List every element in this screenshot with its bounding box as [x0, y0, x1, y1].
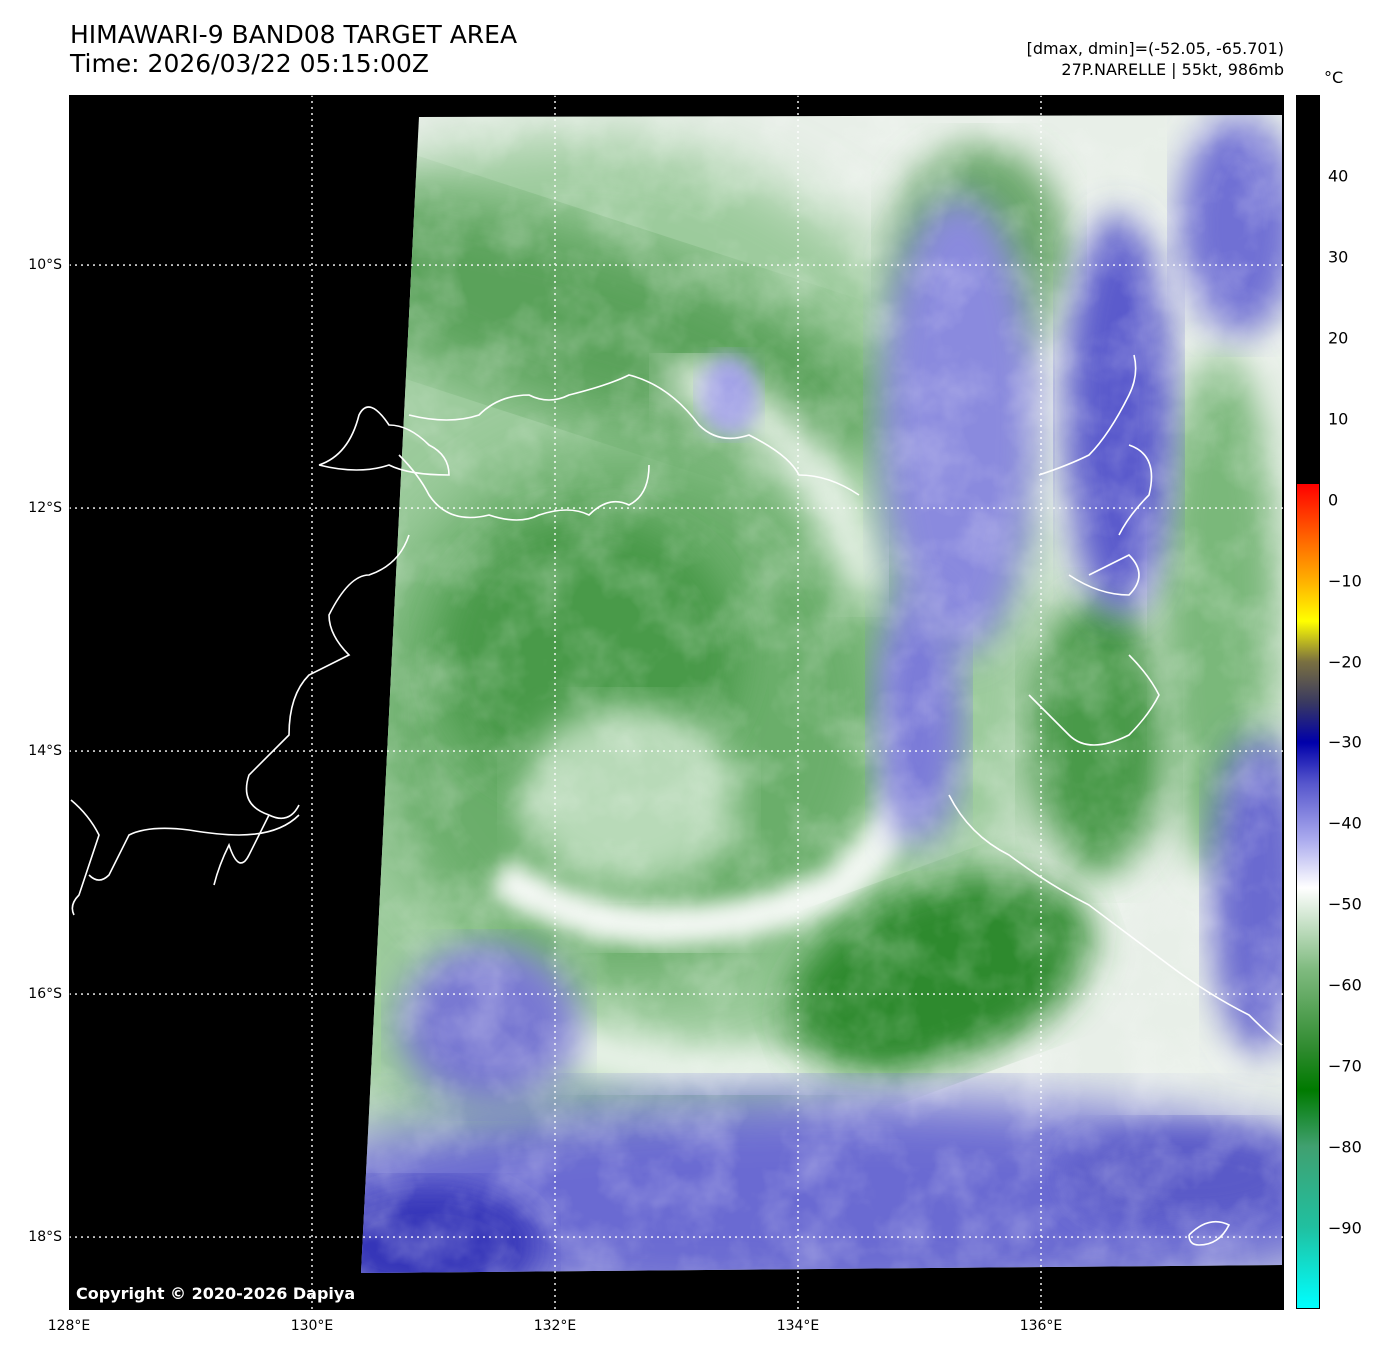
chart-title: HIMAWARI-9 BAND08 TARGET AREA Time: 2026…: [70, 20, 517, 78]
coastline: [70, 354, 1283, 1246]
colorbar-tick-0: 40: [1328, 166, 1349, 186]
colorbar-tick-1: 30: [1328, 247, 1349, 267]
info-dmax-dmin: [dmax, dmin]=(-52.05, -65.701): [1026, 39, 1284, 58]
title-line-2: Time: 2026/03/22 05:15:00Z: [70, 49, 429, 78]
colorbar-tick-13: −90: [1328, 1218, 1362, 1238]
info-storm: 27P.NARELLE | 55kt, 986mb: [1061, 60, 1284, 79]
colorbar-tick-10: −60: [1328, 975, 1362, 995]
lat-label-0: 10°S: [28, 257, 62, 274]
colorbar-gradient: [1297, 96, 1319, 1308]
colorbar-tick-6: −20: [1328, 652, 1362, 672]
colorbar-tick-2: 20: [1328, 328, 1349, 348]
colorbar-unit: °C: [1324, 68, 1344, 87]
lat-lon-grid: [69, 95, 1284, 1310]
satellite-imagery: [69, 95, 1284, 1310]
colorbar-tick-11: −70: [1328, 1056, 1362, 1076]
colorbar-tick-8: −40: [1328, 813, 1362, 833]
colorbar-tick-7: −30: [1328, 732, 1362, 752]
lat-label-2: 14°S: [28, 743, 62, 760]
colorbar-tick-3: 10: [1328, 409, 1349, 429]
lat-label-1: 12°S: [28, 500, 62, 517]
lat-label-4: 18°S: [28, 1229, 62, 1246]
title-line-1: HIMAWARI-9 BAND08 TARGET AREA: [70, 20, 518, 49]
imagery-swath: [361, 115, 1282, 1273]
colorbar-tick-12: −80: [1328, 1137, 1362, 1157]
colorbar-tick-5: −10: [1328, 571, 1362, 591]
colorbar-tick-4: 0: [1328, 490, 1339, 510]
copyright-notice: Copyright © 2020-2026 Dapiya: [76, 1284, 356, 1303]
lon-label-2: 132°E: [533, 1318, 577, 1334]
lat-label-3: 16°S: [28, 986, 62, 1003]
lon-label-4: 136°E: [1019, 1318, 1063, 1334]
lon-label-0: 128°E: [47, 1318, 91, 1334]
satellite-map: [69, 95, 1284, 1310]
lon-label-1: 130°E: [290, 1318, 334, 1334]
lon-label-3: 134°E: [776, 1318, 820, 1334]
colorbar: [1296, 95, 1320, 1309]
storm-info: [dmax, dmin]=(-52.05, -65.701) 27P.NAREL…: [1027, 38, 1284, 80]
colorbar-tick-9: −50: [1328, 894, 1362, 914]
